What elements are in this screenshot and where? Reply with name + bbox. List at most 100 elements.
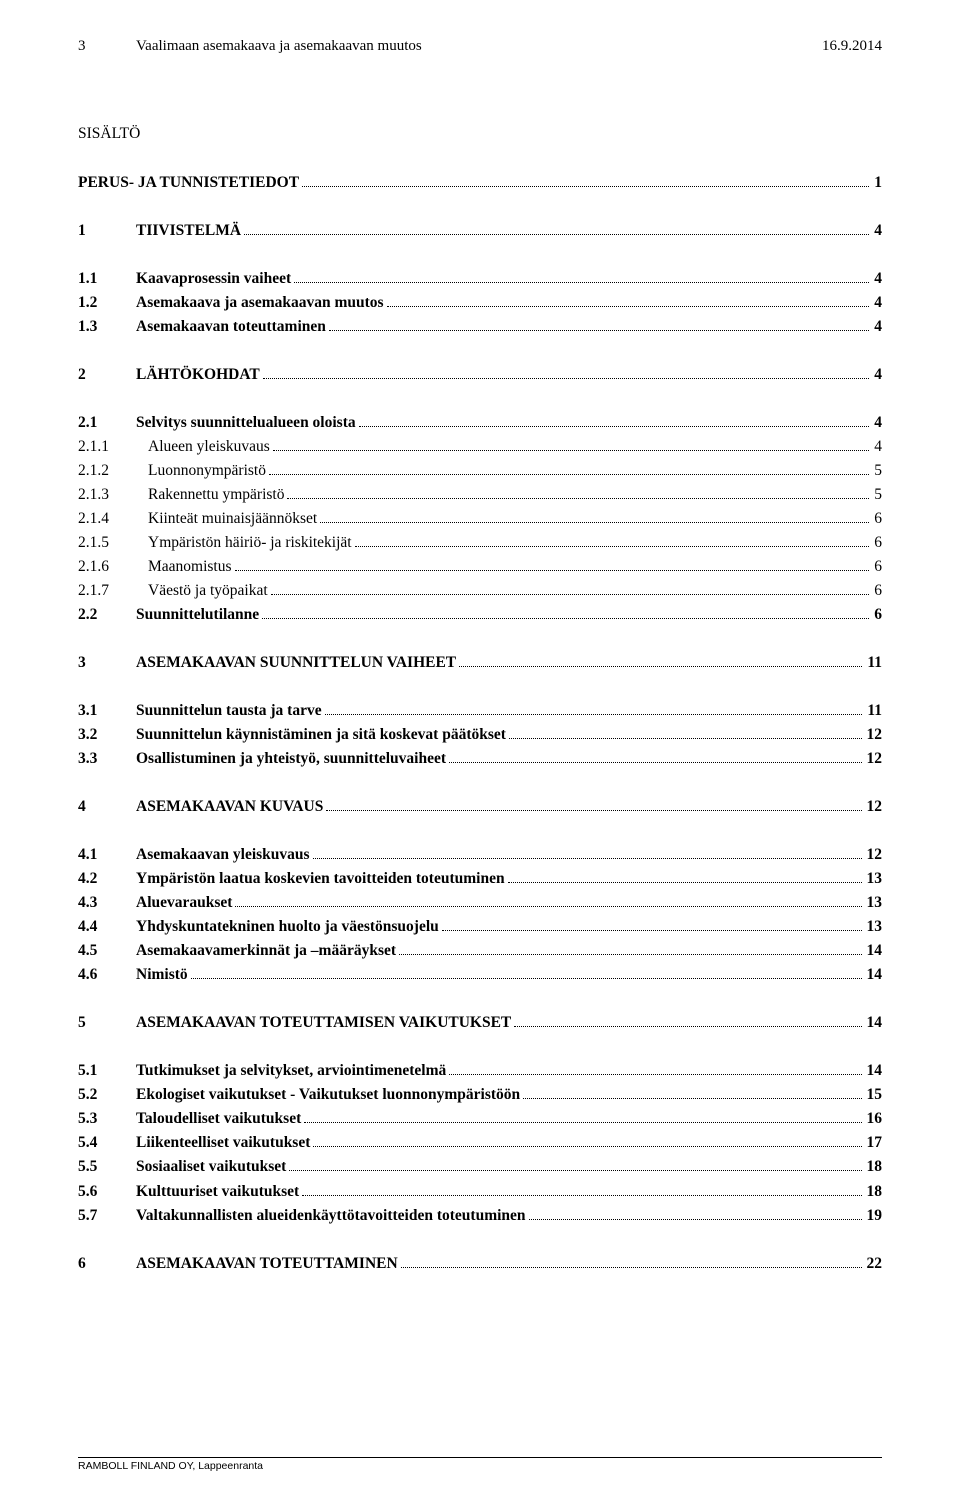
toc-row: 2.2Suunnittelutilanne6: [78, 603, 882, 627]
toc-row: 4.4Yhdyskuntatekninen huolto ja väestöns…: [78, 915, 882, 939]
toc-page: 18: [865, 1180, 883, 1204]
toc-leader: [326, 802, 861, 812]
toc-row: 5.5Sosiaaliset vaikutukset18: [78, 1155, 882, 1179]
toc-label: Aluevaraukset: [136, 891, 232, 915]
toc-row: 3.1Suunnittelun tausta ja tarve11: [78, 699, 882, 723]
toc-num: 5.6: [78, 1180, 136, 1204]
toc-row: 2.1.3Rakennettu ympäristö5: [78, 483, 882, 507]
toc-num: 5.1: [78, 1059, 136, 1083]
toc-row: 4.1Asemakaavan yleiskuvaus 12: [78, 843, 882, 867]
toc-leader: [401, 1258, 862, 1268]
toc-body: 1TIIVISTELMÄ41.1Kaavaprosessin vaiheet41…: [78, 219, 882, 1276]
toc-page: 4: [872, 219, 882, 243]
toc-leader: [287, 490, 869, 500]
toc-label: Ympäristön laatua koskevien tavoitteiden…: [136, 867, 505, 891]
toc-label: Suunnittelutilanne: [136, 603, 259, 627]
toc-page: 4: [872, 315, 882, 339]
toc-num: 4.2: [78, 867, 136, 891]
toc-leader: [235, 898, 861, 908]
toc-page: 4: [872, 411, 882, 435]
toc-row: 6ASEMAKAAVAN TOTEUTTAMINEN22: [78, 1252, 882, 1276]
toc-page: 6: [872, 507, 882, 531]
toc-label: Suunnittelun käynnistäminen ja sitä kosk…: [136, 723, 506, 747]
toc-page: 13: [865, 867, 883, 891]
toc-leader: [449, 754, 861, 764]
toc-page: 12: [865, 843, 883, 867]
toc-num: 2: [78, 363, 136, 387]
toc-page: 12: [865, 723, 883, 747]
toc-num: 6: [78, 1252, 136, 1276]
toc-row: 5.3Taloudelliset vaikutukset16: [78, 1107, 882, 1131]
toc-leader: [271, 586, 870, 596]
toc-label: Ekologiset vaikutukset - Vaikutukset luo…: [136, 1083, 520, 1107]
toc-num: 1: [78, 219, 136, 243]
toc-row: 3ASEMAKAAVAN SUUNNITTELUN VAIHEET11: [78, 651, 882, 675]
toc-num: 5.4: [78, 1131, 136, 1155]
toc-page: 1: [872, 171, 882, 195]
toc-label: Valtakunnallisten alueidenkäyttötavoitte…: [136, 1204, 526, 1228]
toc-leader: [304, 1114, 861, 1124]
toc-num: 2.1.1: [78, 435, 148, 459]
toc-main-heading: PERUS- JA TUNNISTETIEDOT 1: [78, 171, 882, 195]
doc-title: Vaalimaan asemakaava ja asemakaavan muut…: [136, 38, 422, 55]
toc-num: 2.1: [78, 411, 136, 435]
toc-num: 3.3: [78, 747, 136, 771]
toc-label: Kiinteät muinaisjäännökset: [148, 507, 317, 531]
toc-num: 2.1.2: [78, 459, 148, 483]
toc-label: TIIVISTELMÄ: [136, 219, 241, 243]
toc-row: 3.3Osallistuminen ja yhteistyö, suunnitt…: [78, 747, 882, 771]
toc-label: Asemakaavan yleiskuvaus: [136, 843, 310, 867]
toc-leader: [325, 706, 863, 716]
toc-leader: [289, 1162, 861, 1172]
toc-label: Tutkimukset ja selvitykset, arviointimen…: [136, 1059, 446, 1083]
toc-label: Kulttuuriset vaikutukset: [136, 1180, 299, 1204]
toc-num: 4.4: [78, 915, 136, 939]
toc-row: 3.2Suunnittelun käynnistäminen ja sitä k…: [78, 723, 882, 747]
toc-label: Nimistö: [136, 963, 188, 987]
toc-num: 2.1.4: [78, 507, 148, 531]
toc-page: 22: [865, 1252, 883, 1276]
toc-label: Kaavaprosessin vaiheet: [136, 267, 291, 291]
toc-num: 4: [78, 795, 136, 819]
toc-num: 2.1.6: [78, 555, 148, 579]
page-header: 3 Vaalimaan asemakaava ja asemakaavan mu…: [78, 38, 882, 55]
toc-leader: [529, 1210, 862, 1220]
toc-page: 12: [865, 795, 883, 819]
toc-num: 2.1.7: [78, 579, 148, 603]
toc-label: Alueen yleiskuvaus: [148, 435, 270, 459]
toc-label: Ympäristön häiriö- ja riskitekijät: [148, 531, 352, 555]
toc-num: 4.1: [78, 843, 136, 867]
toc-leader: [359, 418, 870, 428]
toc-label: ASEMAKAAVAN SUUNNITTELUN VAIHEET: [136, 651, 456, 675]
toc-page: 13: [865, 915, 883, 939]
toc-label: Väestö ja työpaikat: [148, 579, 268, 603]
toc-row: 4.3Aluevaraukset13: [78, 891, 882, 915]
toc-row: 5ASEMAKAAVAN TOTEUTTAMISEN VAIKUTUKSET14: [78, 1011, 882, 1035]
toc-page: 4: [872, 291, 882, 315]
toc-page: 11: [865, 651, 882, 675]
toc-num: 2.1.3: [78, 483, 148, 507]
toc-leader: [269, 466, 869, 476]
toc-leader: [262, 610, 869, 620]
toc-label: Asemakaava ja asemakaavan muutos: [136, 291, 384, 315]
toc-row: 5.1Tutkimukset ja selvitykset, arviointi…: [78, 1059, 882, 1083]
toc-row: 1.2Asemakaava ja asemakaavan muutos 4: [78, 291, 882, 315]
doc-date: 16.9.2014: [822, 38, 882, 55]
toc-page: 15: [865, 1083, 883, 1107]
toc-num: 5.7: [78, 1204, 136, 1228]
toc-num: 2.1.5: [78, 531, 148, 555]
toc-row: 5.7Valtakunnallisten alueidenkäyttötavoi…: [78, 1204, 882, 1228]
toc-leader: [191, 970, 862, 980]
toc-row: 2.1.4Kiinteät muinaisjäännökset 6: [78, 507, 882, 531]
toc-label: ASEMAKAAVAN KUVAUS: [136, 795, 323, 819]
toc-num: 1.2: [78, 291, 136, 315]
toc-row: 5.2Ekologiset vaikutukset - Vaikutukset …: [78, 1083, 882, 1107]
toc-num: 1.1: [78, 267, 136, 291]
toc-page: 6: [872, 555, 882, 579]
toc-page: 6: [872, 531, 882, 555]
toc-leader: [302, 177, 869, 187]
toc-page: 18: [865, 1155, 883, 1179]
toc-label: PERUS- JA TUNNISTETIEDOT: [78, 171, 299, 195]
toc-row: 5.6Kulttuuriset vaikutukset 18: [78, 1180, 882, 1204]
toc-page: 5: [872, 459, 882, 483]
